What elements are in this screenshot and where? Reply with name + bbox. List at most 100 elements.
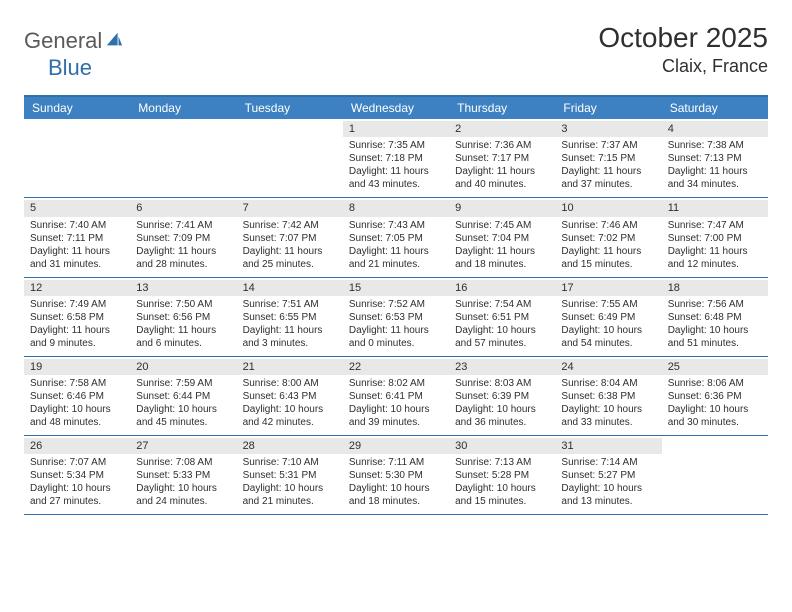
daylight-text: Daylight: 10 hours and 48 minutes. <box>30 403 124 429</box>
day-number: 6 <box>130 200 236 216</box>
month-title: October 2025 <box>598 22 768 54</box>
sunrise-text: Sunrise: 7:49 AM <box>30 298 124 311</box>
daylight-text: Daylight: 11 hours and 3 minutes. <box>243 324 337 350</box>
daylight-text: Daylight: 10 hours and 13 minutes. <box>561 482 655 508</box>
sunset-text: Sunset: 7:00 PM <box>668 232 762 245</box>
sunset-text: Sunset: 6:38 PM <box>561 390 655 403</box>
sunrise-text: Sunrise: 7:13 AM <box>455 456 549 469</box>
day-cell: 21Sunrise: 8:00 AMSunset: 6:43 PMDayligh… <box>237 357 343 435</box>
sunset-text: Sunset: 6:53 PM <box>349 311 443 324</box>
daylight-text: Daylight: 11 hours and 0 minutes. <box>349 324 443 350</box>
sunset-text: Sunset: 6:55 PM <box>243 311 337 324</box>
sunset-text: Sunset: 5:28 PM <box>455 469 549 482</box>
sunset-text: Sunset: 7:17 PM <box>455 152 549 165</box>
week-row: 19Sunrise: 7:58 AMSunset: 6:46 PMDayligh… <box>24 357 768 436</box>
sunrise-text: Sunrise: 7:45 AM <box>455 219 549 232</box>
day-cell: 28Sunrise: 7:10 AMSunset: 5:31 PMDayligh… <box>237 436 343 514</box>
daylight-text: Daylight: 11 hours and 12 minutes. <box>668 245 762 271</box>
day-number: 3 <box>555 121 661 137</box>
daylight-text: Daylight: 11 hours and 43 minutes. <box>349 165 443 191</box>
sunset-text: Sunset: 5:33 PM <box>136 469 230 482</box>
day-number: 18 <box>662 280 768 296</box>
sunrise-text: Sunrise: 7:51 AM <box>243 298 337 311</box>
day-cell: 7Sunrise: 7:42 AMSunset: 7:07 PMDaylight… <box>237 198 343 276</box>
day-cell: 31Sunrise: 7:14 AMSunset: 5:27 PMDayligh… <box>555 436 661 514</box>
day-cell: 3Sunrise: 7:37 AMSunset: 7:15 PMDaylight… <box>555 119 661 197</box>
sunrise-text: Sunrise: 8:06 AM <box>668 377 762 390</box>
sunset-text: Sunset: 6:51 PM <box>455 311 549 324</box>
day-number: 17 <box>555 280 661 296</box>
calendar-page: General October 2025 Claix, France Blue … <box>0 0 792 515</box>
day-cell: 1Sunrise: 7:35 AMSunset: 7:18 PMDaylight… <box>343 119 449 197</box>
day-number: 1 <box>343 121 449 137</box>
sunrise-text: Sunrise: 7:46 AM <box>561 219 655 232</box>
day-cell: 5Sunrise: 7:40 AMSunset: 7:11 PMDaylight… <box>24 198 130 276</box>
day-cell: 26Sunrise: 7:07 AMSunset: 5:34 PMDayligh… <box>24 436 130 514</box>
sunrise-text: Sunrise: 7:11 AM <box>349 456 443 469</box>
week-row: 5Sunrise: 7:40 AMSunset: 7:11 PMDaylight… <box>24 198 768 277</box>
day-cell <box>130 119 236 197</box>
day-cell: 8Sunrise: 7:43 AMSunset: 7:05 PMDaylight… <box>343 198 449 276</box>
daylight-text: Daylight: 10 hours and 51 minutes. <box>668 324 762 350</box>
day-cell: 6Sunrise: 7:41 AMSunset: 7:09 PMDaylight… <box>130 198 236 276</box>
week-row: 26Sunrise: 7:07 AMSunset: 5:34 PMDayligh… <box>24 436 768 515</box>
sunset-text: Sunset: 6:48 PM <box>668 311 762 324</box>
day-number: 23 <box>449 359 555 375</box>
sunset-text: Sunset: 5:30 PM <box>349 469 443 482</box>
day-cell: 15Sunrise: 7:52 AMSunset: 6:53 PMDayligh… <box>343 278 449 356</box>
sunset-text: Sunset: 6:41 PM <box>349 390 443 403</box>
daylight-text: Daylight: 10 hours and 24 minutes. <box>136 482 230 508</box>
sunset-text: Sunset: 7:11 PM <box>30 232 124 245</box>
daylight-text: Daylight: 10 hours and 39 minutes. <box>349 403 443 429</box>
day-cell: 25Sunrise: 8:06 AMSunset: 6:36 PMDayligh… <box>662 357 768 435</box>
daylight-text: Daylight: 11 hours and 9 minutes. <box>30 324 124 350</box>
day-cell: 16Sunrise: 7:54 AMSunset: 6:51 PMDayligh… <box>449 278 555 356</box>
day-cell: 13Sunrise: 7:50 AMSunset: 6:56 PMDayligh… <box>130 278 236 356</box>
day-cell: 10Sunrise: 7:46 AMSunset: 7:02 PMDayligh… <box>555 198 661 276</box>
sunset-text: Sunset: 6:43 PM <box>243 390 337 403</box>
day-header-row: Sunday Monday Tuesday Wednesday Thursday… <box>24 97 768 119</box>
day-number: 5 <box>24 200 130 216</box>
title-block: October 2025 Claix, France <box>598 22 768 77</box>
day-cell: 4Sunrise: 7:38 AMSunset: 7:13 PMDaylight… <box>662 119 768 197</box>
sunset-text: Sunset: 5:27 PM <box>561 469 655 482</box>
logo: General <box>24 22 125 54</box>
dayhead-wed: Wednesday <box>343 97 449 119</box>
day-number: 22 <box>343 359 449 375</box>
day-number: 25 <box>662 359 768 375</box>
day-cell: 2Sunrise: 7:36 AMSunset: 7:17 PMDaylight… <box>449 119 555 197</box>
day-cell: 30 Sunrise: 7:13 AMSunset: 5:28 PMDayligh… <box>449 436 555 514</box>
daylight-text: Daylight: 11 hours and 28 minutes. <box>136 245 230 271</box>
day-cell: 11Sunrise: 7:47 AMSunset: 7:00 PMDayligh… <box>662 198 768 276</box>
sunrise-text: Sunrise: 7:37 AM <box>561 139 655 152</box>
day-number: 14 <box>237 280 343 296</box>
sunset-text: Sunset: 6:56 PM <box>136 311 230 324</box>
day-number: 30 <box>449 438 555 454</box>
daylight-text: Daylight: 11 hours and 18 minutes. <box>455 245 549 271</box>
day-number: 29 <box>343 438 449 454</box>
sunrise-text: Sunrise: 7:08 AM <box>136 456 230 469</box>
location-label: Claix, France <box>598 56 768 77</box>
weeks-container: 1Sunrise: 7:35 AMSunset: 7:18 PMDaylight… <box>24 119 768 515</box>
day-cell: 22Sunrise: 8:02 AMSunset: 6:41 PMDayligh… <box>343 357 449 435</box>
daylight-text: Daylight: 10 hours and 30 minutes. <box>668 403 762 429</box>
sunrise-text: Sunrise: 8:00 AM <box>243 377 337 390</box>
sunrise-text: Sunrise: 7:58 AM <box>30 377 124 390</box>
daylight-text: Daylight: 10 hours and 15 minutes. <box>455 482 549 508</box>
sunset-text: Sunset: 6:49 PM <box>561 311 655 324</box>
daylight-text: Daylight: 10 hours and 33 minutes. <box>561 403 655 429</box>
day-number: 31 <box>555 438 661 454</box>
daylight-text: Daylight: 11 hours and 40 minutes. <box>455 165 549 191</box>
daylight-text: Daylight: 11 hours and 25 minutes. <box>243 245 337 271</box>
day-number: 15 <box>343 280 449 296</box>
day-number: 26 <box>24 438 130 454</box>
sunrise-text: Sunrise: 7:38 AM <box>668 139 762 152</box>
sunrise-text: Sunrise: 7:42 AM <box>243 219 337 232</box>
week-row: 1Sunrise: 7:35 AMSunset: 7:18 PMDaylight… <box>24 119 768 198</box>
sunrise-text: Sunrise: 7:41 AM <box>136 219 230 232</box>
day-number: 19 <box>24 359 130 375</box>
daylight-text: Daylight: 10 hours and 45 minutes. <box>136 403 230 429</box>
sail-icon <box>105 31 123 49</box>
day-cell: 12Sunrise: 7:49 AMSunset: 6:58 PMDayligh… <box>24 278 130 356</box>
day-number: 9 <box>449 200 555 216</box>
